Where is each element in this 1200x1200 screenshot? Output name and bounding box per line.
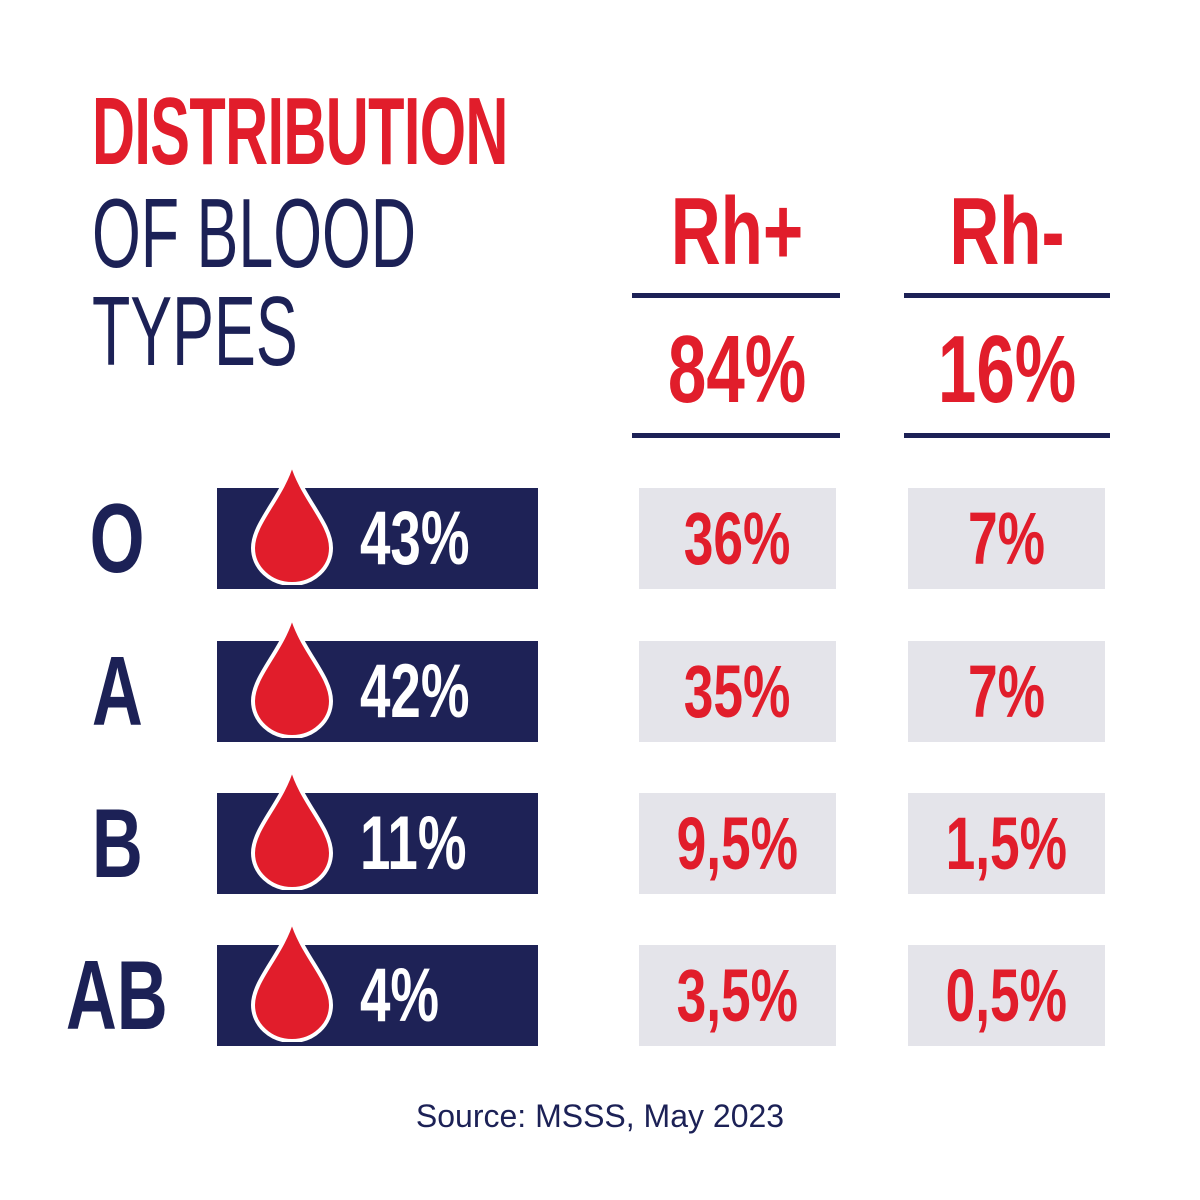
cell-value: 35% [684,650,791,733]
cell-o-rh-positive: 36% [639,488,836,589]
blood-drop-icon [250,765,334,890]
total-value-b: 11% [360,793,530,894]
total-value-text: 11% [360,801,467,886]
title-line-2: OF BLOOD [92,178,417,288]
total-value-text: 4% [360,953,440,1038]
total-value-text: 42% [360,649,470,734]
cell-ab-rh-negative: 0,5% [908,945,1105,1046]
row-label-o: O [42,488,192,588]
cell-a-rh-positive: 35% [639,641,836,742]
cell-ab-rh-positive: 3,5% [639,945,836,1046]
divider-rh-positive-bottom [632,433,840,438]
column-label: Rh- [949,178,1065,285]
row-label-b: B [42,793,192,893]
column-total-value: 84% [667,316,807,423]
cell-value: 0,5% [945,954,1068,1037]
cell-a-rh-negative: 7% [908,641,1105,742]
cell-value: 1,5% [945,802,1068,885]
divider-rh-negative-top [904,293,1110,298]
total-value-ab: 4% [360,945,530,1046]
column-total-rh-positive: 84% [632,320,842,420]
cell-value: 7% [967,497,1045,580]
divider-rh-negative-bottom [904,433,1110,438]
cell-o-rh-negative: 7% [908,488,1105,589]
row-label-ab: AB [42,945,192,1045]
column-header-rh-negative: Rh- [902,182,1112,282]
column-label: Rh+ [670,178,804,285]
blood-type-label: A [91,636,143,746]
cell-value: 9,5% [676,802,799,885]
total-value-o: 43% [360,488,530,589]
blood-drop-icon [250,613,334,738]
total-value-a: 42% [360,641,530,742]
cell-b-rh-positive: 9,5% [639,793,836,894]
column-header-rh-positive: Rh+ [632,182,842,282]
row-label-a: A [42,641,192,741]
blood-type-label: B [91,788,143,898]
column-total-value: 16% [937,316,1077,423]
cell-b-rh-negative: 1,5% [908,793,1105,894]
blood-type-label: O [89,483,145,593]
blood-drop-icon [250,460,334,585]
blood-drop-icon [250,917,334,1042]
title-line-3: TYPES [92,276,298,386]
total-value-text: 43% [360,496,470,581]
cell-value: 7% [967,650,1045,733]
cell-value: 3,5% [676,954,799,1037]
title-line-1: DISTRIBUTION [92,78,508,185]
column-total-rh-negative: 16% [902,320,1112,420]
blood-type-label: AB [66,940,168,1050]
cell-value: 36% [684,497,791,580]
divider-rh-positive-top [632,293,840,298]
source-note: Source: MSSS, May 2023 [415,1098,785,1134]
